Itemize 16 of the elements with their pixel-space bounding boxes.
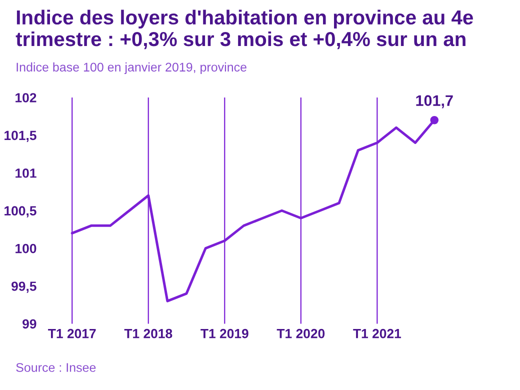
annotation: 101,7 bbox=[416, 95, 453, 108]
y-tick-label: 101 bbox=[16, 168, 36, 178]
y-tick-label: 100 bbox=[16, 244, 36, 254]
x-tick-label: T1 2018 bbox=[124, 328, 172, 338]
x-tick-label: T1 2020 bbox=[276, 328, 325, 338]
y-tick-label: 99,5 bbox=[12, 282, 36, 293]
x-tick-label: T1 2017 bbox=[48, 328, 96, 338]
source-note: Source : Insee bbox=[16, 363, 96, 372]
x-tick-label: T1 2021 bbox=[353, 328, 402, 338]
y-tick-label: 101,5 bbox=[4, 130, 36, 142]
y-tick-label: 99 bbox=[22, 319, 36, 329]
y-tick-label: 100,5 bbox=[4, 206, 36, 218]
chart-title: Indice des loyers d'habitation en province au 4e trimestre : +0,3% sur 3 mois et +0,4% sur un an bbox=[16, 10, 473, 50]
chart-subtitle: Indice base 100 en janvier 2019, province bbox=[16, 62, 246, 74]
y-tick-label: 102 bbox=[16, 93, 36, 102]
x-tick-label: T1 2019 bbox=[200, 328, 248, 338]
